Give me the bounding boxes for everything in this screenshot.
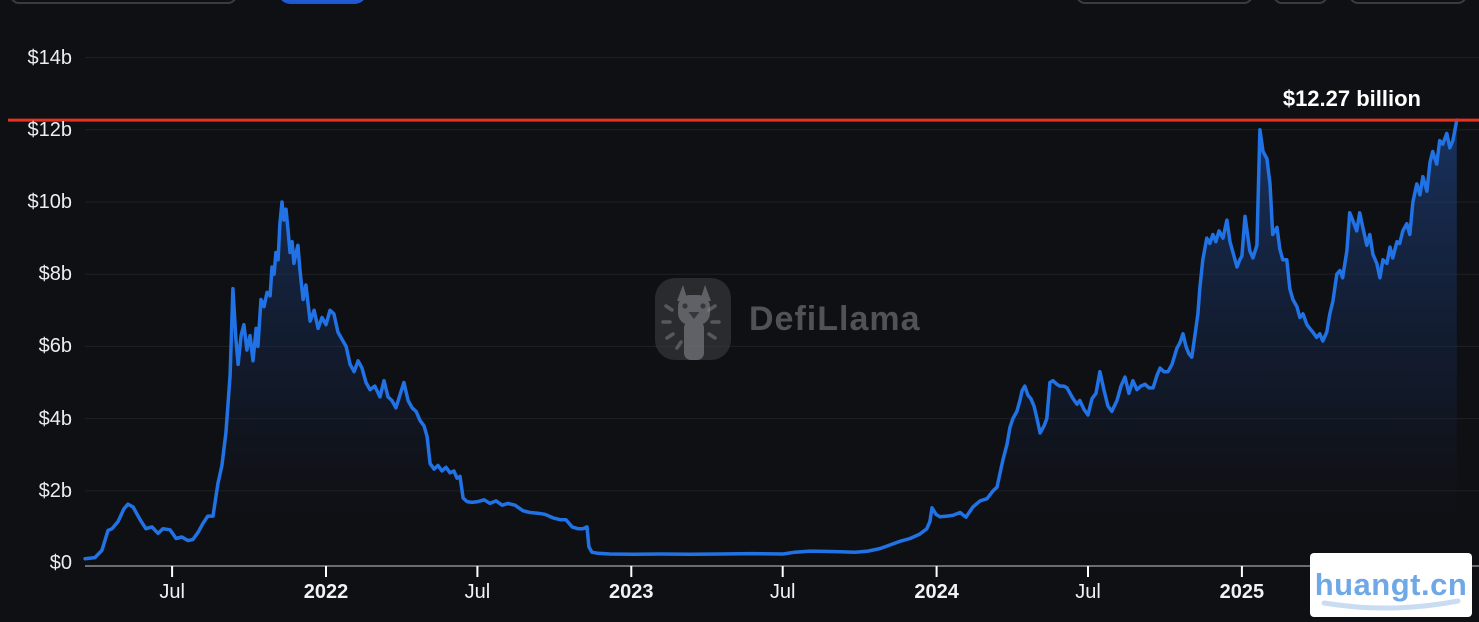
site-watermark-badge: huangt.cn bbox=[1310, 553, 1472, 617]
x-axis-label: Jul bbox=[1075, 581, 1101, 603]
badge-swoosh-icon bbox=[1321, 598, 1461, 611]
x-axis-label: Jul bbox=[769, 581, 796, 603]
y-axis-label: $0 bbox=[49, 552, 72, 574]
primary-filter-button[interactable] bbox=[278, 0, 367, 4]
x-axis-label: 2025 bbox=[1219, 581, 1265, 603]
y-axis-label: $12b bbox=[27, 118, 73, 141]
x-axis-ticks bbox=[171, 566, 1243, 577]
x-axis-label: 2024 bbox=[914, 581, 959, 603]
x-axis-label: Jul bbox=[159, 581, 185, 603]
y-axis-label: $4b bbox=[38, 407, 72, 430]
x-axis-label: 2022 bbox=[303, 581, 349, 603]
series-line bbox=[83, 118, 1459, 561]
threshold-value-label: $12.27 billion bbox=[1282, 86, 1421, 112]
x-axis-label: 2023 bbox=[609, 581, 654, 603]
y-axis-label: $8b bbox=[38, 263, 72, 286]
y-axis-label: $10b bbox=[27, 191, 73, 213]
y-axis-label: $6b bbox=[38, 335, 72, 358]
x-axis-label: Jul bbox=[464, 581, 491, 603]
series-area-fill bbox=[85, 120, 1457, 566]
y-axis-label: $2b bbox=[38, 479, 72, 502]
y-axis-label: $14b bbox=[27, 46, 73, 69]
site-watermark-text: huangt.cn bbox=[1314, 567, 1468, 602]
